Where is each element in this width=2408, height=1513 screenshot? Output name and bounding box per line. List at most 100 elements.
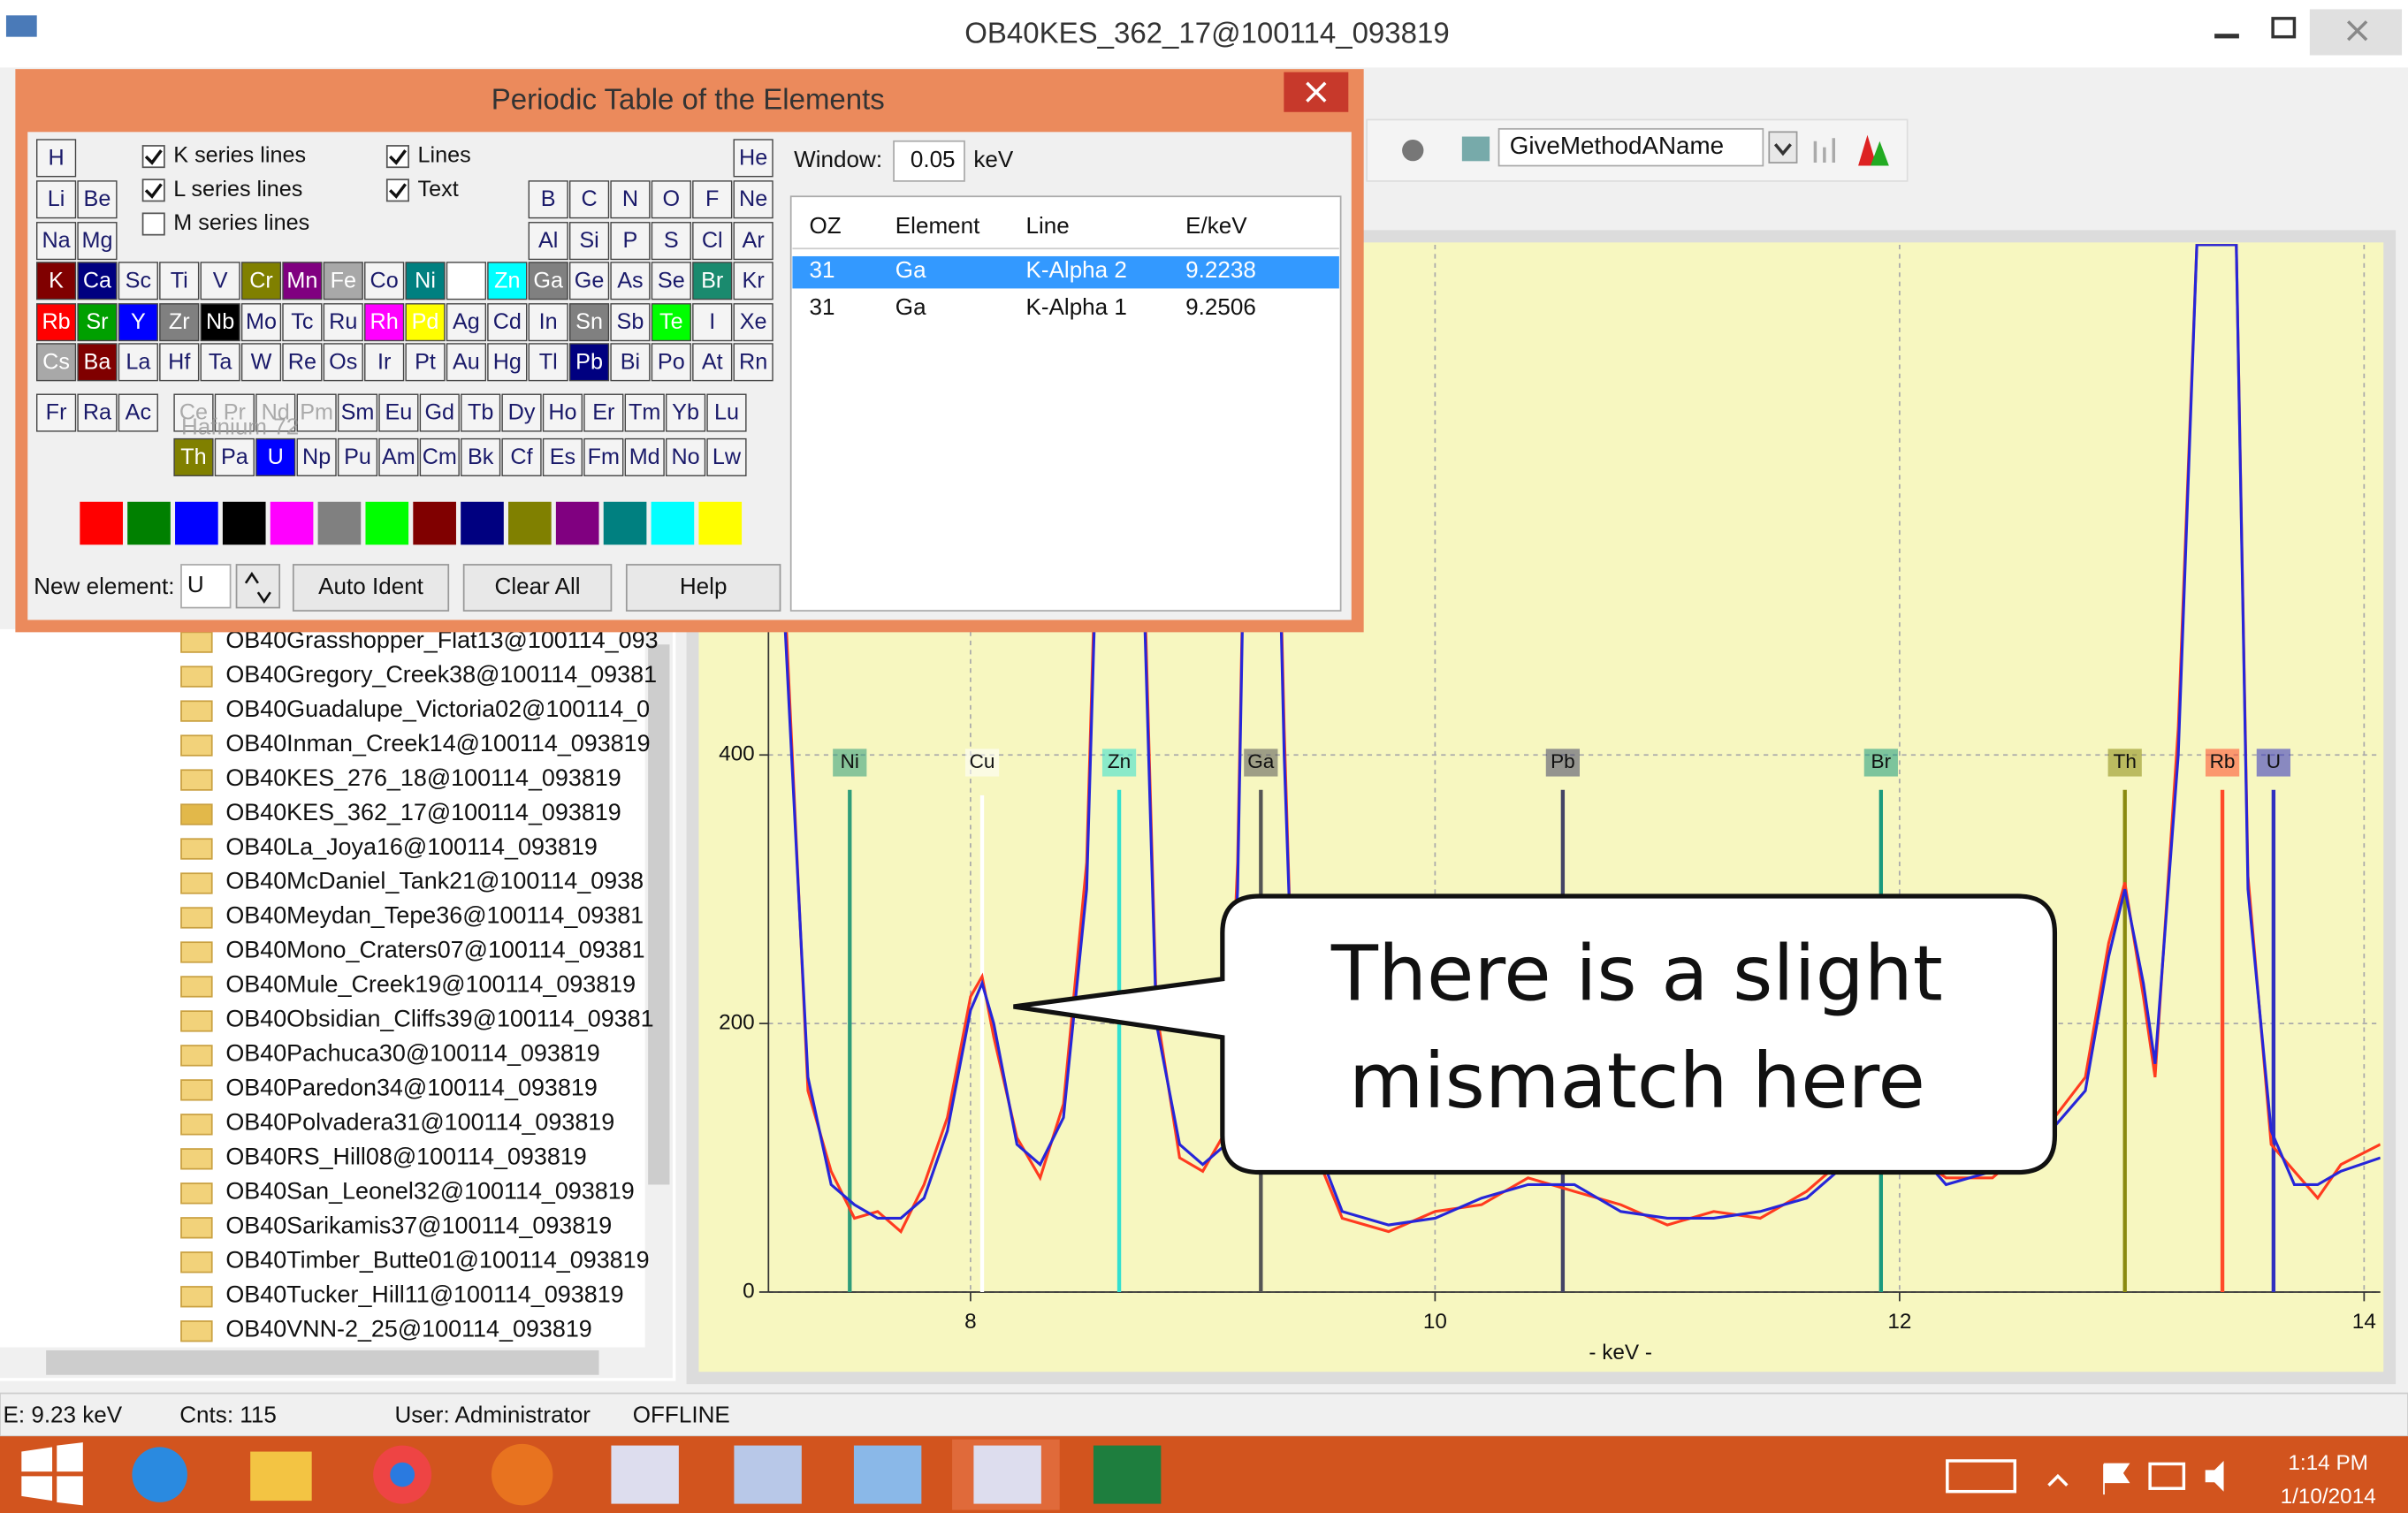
swatch[interactable]: [175, 501, 218, 545]
flag-icon[interactable]: [2103, 1463, 2130, 1495]
method-combobox[interactable]: [1497, 127, 1764, 167]
element-cell[interactable]: [651, 222, 691, 261]
element-cell[interactable]: [77, 180, 118, 219]
element-cell[interactable]: [118, 303, 158, 342]
swatch[interactable]: [222, 501, 266, 545]
volume-icon[interactable]: [2205, 1460, 2224, 1492]
element-cell[interactable]: [419, 393, 460, 432]
element-cell[interactable]: [77, 262, 118, 300]
element-cell[interactable]: [255, 393, 296, 432]
swatch[interactable]: [317, 501, 362, 545]
element-cell[interactable]: [651, 262, 691, 300]
element-cell[interactable]: [446, 262, 487, 300]
element-cell[interactable]: [610, 262, 651, 300]
element-cell[interactable]: [35, 303, 77, 342]
element-cell[interactable]: [528, 180, 568, 219]
element-cell[interactable]: [255, 437, 296, 476]
element-cell[interactable]: [666, 393, 706, 432]
element-cell[interactable]: [501, 437, 542, 476]
element-cell[interactable]: [651, 180, 691, 219]
peaks-icon[interactable]: [1858, 134, 1877, 166]
element-cell[interactable]: [528, 303, 568, 342]
element-cell[interactable]: [405, 343, 446, 382]
element-cell[interactable]: [692, 343, 733, 382]
element-cell[interactable]: [214, 393, 255, 432]
network-icon[interactable]: [2148, 1462, 2186, 1490]
file-item[interactable]: OB40McDaniel_Tank21@100114_0938: [225, 868, 644, 894]
swatch[interactable]: [698, 501, 743, 545]
element-cell[interactable]: [487, 303, 528, 342]
element-cell[interactable]: [200, 343, 240, 382]
element-cell[interactable]: [528, 262, 568, 300]
element-cell[interactable]: [77, 303, 118, 342]
file-item[interactable]: OB40KES_362_17@100114_093819: [225, 799, 621, 825]
element-cell[interactable]: [282, 343, 323, 382]
element-cell[interactable]: [378, 393, 419, 432]
swatch[interactable]: [508, 501, 552, 545]
element-cell[interactable]: [568, 343, 610, 382]
element-cell[interactable]: [77, 222, 118, 261]
element-cell[interactable]: [568, 222, 610, 261]
file-item[interactable]: OB40Mono_Craters07@100114_09381: [225, 937, 644, 963]
element-cell[interactable]: [405, 262, 446, 300]
element-cell[interactable]: [200, 303, 240, 342]
element-cell[interactable]: [159, 343, 200, 382]
swatch[interactable]: [413, 501, 456, 545]
file-item[interactable]: OB40Meydan_Tepe36@100114_09381: [225, 902, 644, 929]
tray-arrow[interactable]: [2047, 1473, 2069, 1486]
element-cell[interactable]: [446, 303, 487, 342]
app-icon-2[interactable]: [734, 1445, 802, 1504]
element-cell[interactable]: [282, 262, 323, 300]
element-cell[interactable]: [666, 437, 706, 476]
element-cell[interactable]: [118, 393, 158, 432]
element-cell[interactable]: [159, 303, 200, 342]
keyboard-icon[interactable]: [1946, 1459, 2017, 1494]
file-item[interactable]: OB40Sarikamis37@100114_093819: [225, 1213, 612, 1239]
element-cell[interactable]: [323, 262, 363, 300]
bars-icon[interactable]: [1813, 138, 1836, 163]
element-cell[interactable]: [692, 180, 733, 219]
element-cell[interactable]: [378, 437, 419, 476]
file-item[interactable]: OB40Polvadera31@100114_093819: [225, 1109, 614, 1136]
element-cell[interactable]: [461, 393, 501, 432]
element-cell[interactable]: [583, 393, 624, 432]
element-cell[interactable]: [610, 180, 651, 219]
swatch[interactable]: [461, 501, 504, 545]
element-cell[interactable]: [733, 139, 773, 178]
element-cell[interactable]: [159, 262, 200, 300]
bruker-icon[interactable]: [611, 1445, 679, 1504]
element-cell[interactable]: [568, 303, 610, 342]
selected-row[interactable]: [792, 255, 1339, 289]
bruker-icon-2[interactable]: [973, 1445, 1041, 1504]
file-item[interactable]: OB40Tucker_Hill11@100114_093819: [225, 1281, 623, 1308]
swatch[interactable]: [555, 501, 599, 545]
file-item[interactable]: OB40Paredon34@100114_093819: [225, 1075, 597, 1101]
element-cell[interactable]: [733, 262, 773, 300]
h-scroll-thumb[interactable]: [46, 1350, 599, 1375]
element-cell[interactable]: [173, 437, 214, 476]
element-cell[interactable]: [487, 262, 528, 300]
excel-icon[interactable]: [1093, 1445, 1162, 1504]
element-cell[interactable]: [282, 303, 323, 342]
element-cell[interactable]: [214, 437, 255, 476]
dialog-button[interactable]: [625, 564, 781, 612]
swatch[interactable]: [80, 501, 123, 545]
element-cell[interactable]: [419, 437, 460, 476]
element-cell[interactable]: [610, 303, 651, 342]
new-element-input[interactable]: [180, 564, 232, 609]
combo-arrow[interactable]: [1768, 131, 1798, 163]
element-cell[interactable]: [35, 262, 77, 300]
swatch[interactable]: [270, 501, 314, 545]
element-cell[interactable]: [77, 343, 118, 382]
app-icon-3[interactable]: [853, 1445, 922, 1504]
element-cell[interactable]: [733, 343, 773, 382]
element-cell[interactable]: [706, 437, 747, 476]
element-cell[interactable]: [337, 437, 378, 476]
spin-button[interactable]: [235, 564, 281, 609]
element-cell[interactable]: [323, 303, 363, 342]
element-cell[interactable]: [528, 222, 568, 261]
element-cell[interactable]: [501, 393, 542, 432]
element-cell[interactable]: [651, 303, 691, 342]
file-item[interactable]: OB40Pachuca30@100114_093819: [225, 1040, 599, 1067]
element-cell[interactable]: [733, 222, 773, 261]
